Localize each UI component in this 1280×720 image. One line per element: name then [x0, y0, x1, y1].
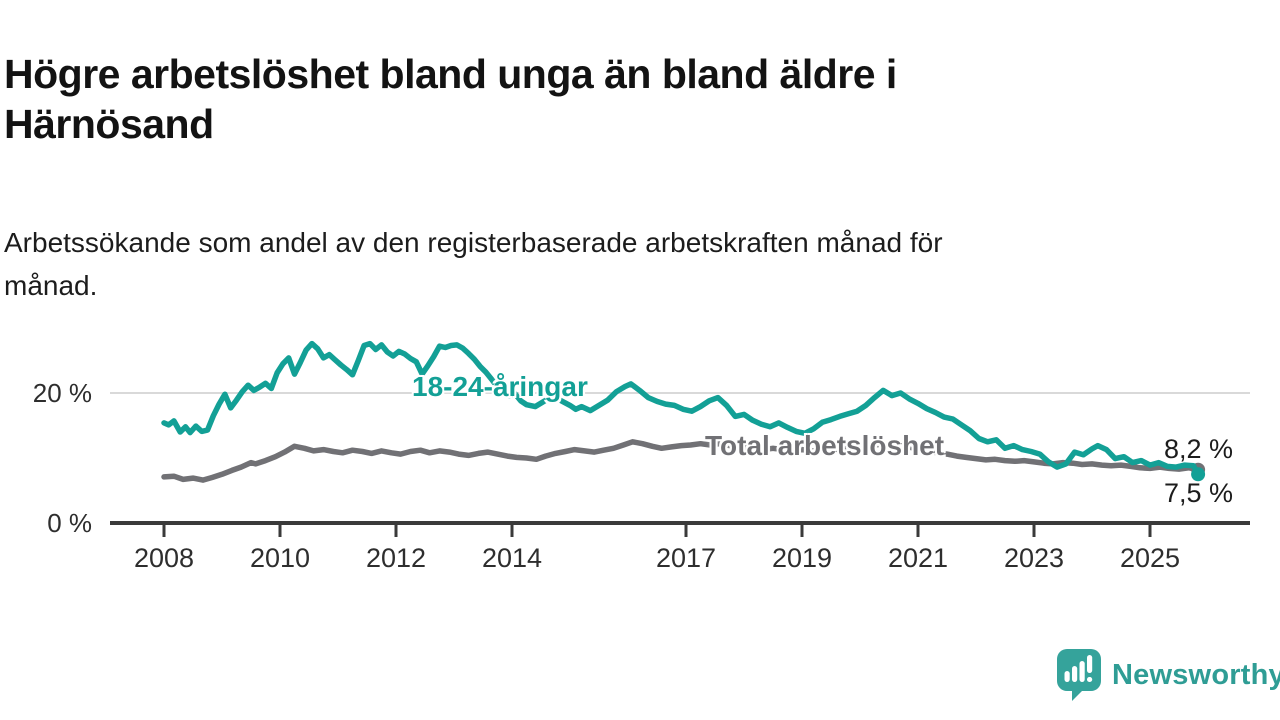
page-title-line-1: Högre arbetslöshet bland unga än bland ä… — [4, 51, 897, 98]
series-label-total: Total arbetslöshet — [705, 430, 945, 461]
exclamation-dot — [1087, 677, 1093, 682]
end-value-label-total: 8,2 % — [1164, 434, 1234, 464]
y-axis-tick-label: 20 % — [33, 378, 92, 408]
exclamation-bar — [1087, 655, 1093, 673]
page-title-line-2: Härnösand — [4, 101, 214, 148]
x-axis-tick-label: 2025 — [1120, 543, 1180, 573]
page-title: Högre arbetslöshet bland unga än bland ä… — [4, 49, 1154, 149]
series-line-total-arbetsl-shet — [161, 439, 1201, 483]
x-axis-tick-label: 2014 — [482, 543, 542, 573]
x-axis-tick-label: 2019 — [772, 543, 832, 573]
series-line-18-24-ringar — [161, 340, 1201, 478]
x-axis-tick-label: 2017 — [656, 543, 716, 573]
y-axis-tick-label: 0 % — [47, 508, 92, 538]
x-axis-tick-label: 2021 — [888, 543, 948, 573]
series-label-youth: 18-24-åringar — [412, 371, 588, 402]
bar-chart-glyph — [1064, 655, 1093, 682]
speech-bubble-shape — [1057, 649, 1101, 701]
x-axis-tick-label: 2023 — [1004, 543, 1064, 573]
x-axis-tick-label: 2008 — [134, 543, 194, 573]
series-end-dot — [1191, 467, 1206, 482]
chart-subtitle-line-1: Arbetssökande som andel av den registerb… — [4, 227, 943, 258]
newsworthy-wordmark: Newsworthy — [1112, 658, 1280, 691]
chart-subtitle: Arbetssökande som andel av den registerb… — [4, 222, 1204, 307]
newsworthy-logo: Newsworthy — [1056, 648, 1280, 702]
x-axis-tick-label: 2012 — [366, 543, 426, 573]
x-axis-tick-label: 2010 — [250, 543, 310, 573]
newsworthy-speech-bubble-icon — [1057, 649, 1101, 701]
end-value-label-youth: 7,5 % — [1164, 478, 1234, 508]
chart-subtitle-line-2: månad. — [4, 269, 98, 301]
